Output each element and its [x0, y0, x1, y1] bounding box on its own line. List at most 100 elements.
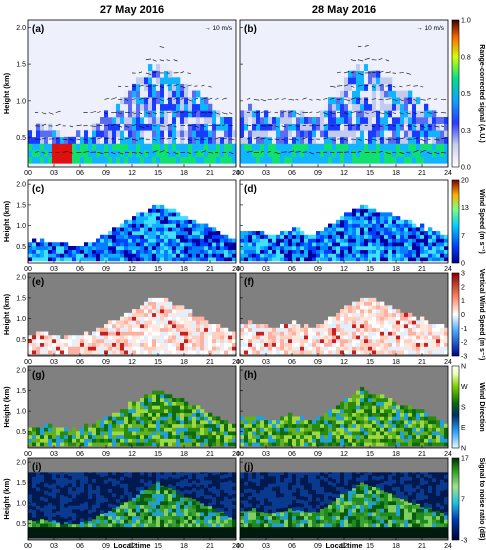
- data-cell: [364, 70, 369, 78]
- data-cell: [228, 245, 233, 251]
- data-cell: [84, 130, 89, 138]
- data-cell: [228, 257, 233, 262]
- data-cell: [212, 327, 217, 332]
- data-cell: [144, 117, 149, 124]
- data-cell: [408, 245, 413, 251]
- data-cell: [100, 502, 105, 507]
- data-cell: [396, 234, 401, 239]
- data-cell: [364, 204, 369, 209]
- data-cell: [156, 434, 161, 439]
- data-cell: [376, 434, 381, 439]
- data-cell: [360, 156, 365, 164]
- data-cell: [180, 438, 185, 443]
- data-cell: [124, 530, 129, 535]
- data-cell: [144, 305, 149, 310]
- data-cell: [28, 431, 33, 436]
- data-cell: [184, 227, 189, 232]
- data-cell: [60, 350, 65, 355]
- data-cell: [188, 327, 193, 332]
- data-cell: [400, 130, 405, 138]
- data-cell: [340, 434, 345, 439]
- data-cell: [364, 438, 369, 443]
- data-cell: [364, 423, 369, 428]
- data-cell: [316, 331, 321, 336]
- data-cell: [56, 518, 61, 523]
- wind-vector: [316, 152, 321, 154]
- data-cell: [96, 478, 101, 483]
- data-cell: [312, 234, 317, 239]
- wind-vector: [159, 150, 165, 153]
- data-cell: [192, 405, 197, 410]
- data-cell: [152, 305, 157, 310]
- data-cell: [128, 488, 133, 493]
- data-cell: [220, 245, 225, 251]
- data-cell: [136, 324, 141, 329]
- data-cell: [152, 442, 157, 447]
- data-cell: [232, 434, 237, 439]
- data-cell: [364, 409, 369, 414]
- data-cell: [260, 324, 265, 329]
- data-cell: [324, 150, 329, 158]
- data-cell: [340, 249, 345, 254]
- wind-vector: [173, 125, 177, 128]
- data-cell: [228, 143, 233, 151]
- wind-vector: [413, 125, 417, 127]
- data-cell: [404, 219, 409, 224]
- data-cell: [116, 530, 121, 535]
- data-cell: [416, 350, 421, 355]
- data-cell: [164, 327, 169, 332]
- wind-vector: [138, 98, 144, 100]
- data-cell: [264, 245, 269, 251]
- data-cell: [60, 502, 65, 507]
- data-cell: [172, 342, 177, 347]
- data-cell: [416, 324, 421, 329]
- data-cell: [96, 438, 101, 443]
- data-cell: [256, 350, 261, 355]
- data-cell: [108, 499, 113, 504]
- data-cell: [304, 238, 309, 243]
- data-cell: [256, 245, 261, 251]
- data-cell: [192, 231, 197, 236]
- data-cell: [220, 257, 225, 262]
- data-cell: [348, 234, 353, 239]
- data-cell: [152, 420, 157, 425]
- data-cell: [408, 238, 413, 243]
- data-cell: [160, 324, 165, 329]
- data-cell: [356, 324, 361, 329]
- data-cell: [280, 249, 285, 254]
- data-cell: [332, 117, 337, 124]
- data-cell: [316, 150, 321, 158]
- data-cell: [192, 431, 197, 436]
- data-cell: [244, 327, 249, 332]
- data-cell: [164, 312, 169, 317]
- data-cell: [244, 245, 249, 251]
- data-cell: [400, 242, 405, 247]
- data-cell: [336, 416, 341, 421]
- data-cell: [52, 335, 57, 340]
- data-cell: [400, 231, 405, 236]
- data-cell: [220, 238, 225, 243]
- data-cell: [396, 103, 401, 111]
- data-cell: [148, 245, 153, 251]
- x-tick-label: 09: [314, 266, 322, 273]
- data-cell: [204, 110, 209, 118]
- data-cell: [92, 504, 97, 509]
- data-cell: [104, 472, 109, 477]
- data-cell: [276, 427, 281, 432]
- data-cell: [160, 242, 165, 247]
- data-cell: [388, 90, 393, 98]
- data-cell: [320, 431, 325, 436]
- data-cell: [360, 64, 365, 72]
- data-cell: [272, 338, 277, 344]
- data-cell: [224, 130, 229, 138]
- data-cell: [28, 335, 33, 340]
- data-cell: [136, 136, 141, 144]
- wind-vector: [420, 138, 426, 142]
- data-cell: [404, 136, 409, 144]
- data-cell: [380, 150, 385, 158]
- data-cell: [308, 257, 313, 262]
- data-cell: [152, 110, 157, 118]
- data-cell: [52, 342, 57, 347]
- data-cell: [48, 514, 53, 519]
- data-cell: [44, 501, 49, 506]
